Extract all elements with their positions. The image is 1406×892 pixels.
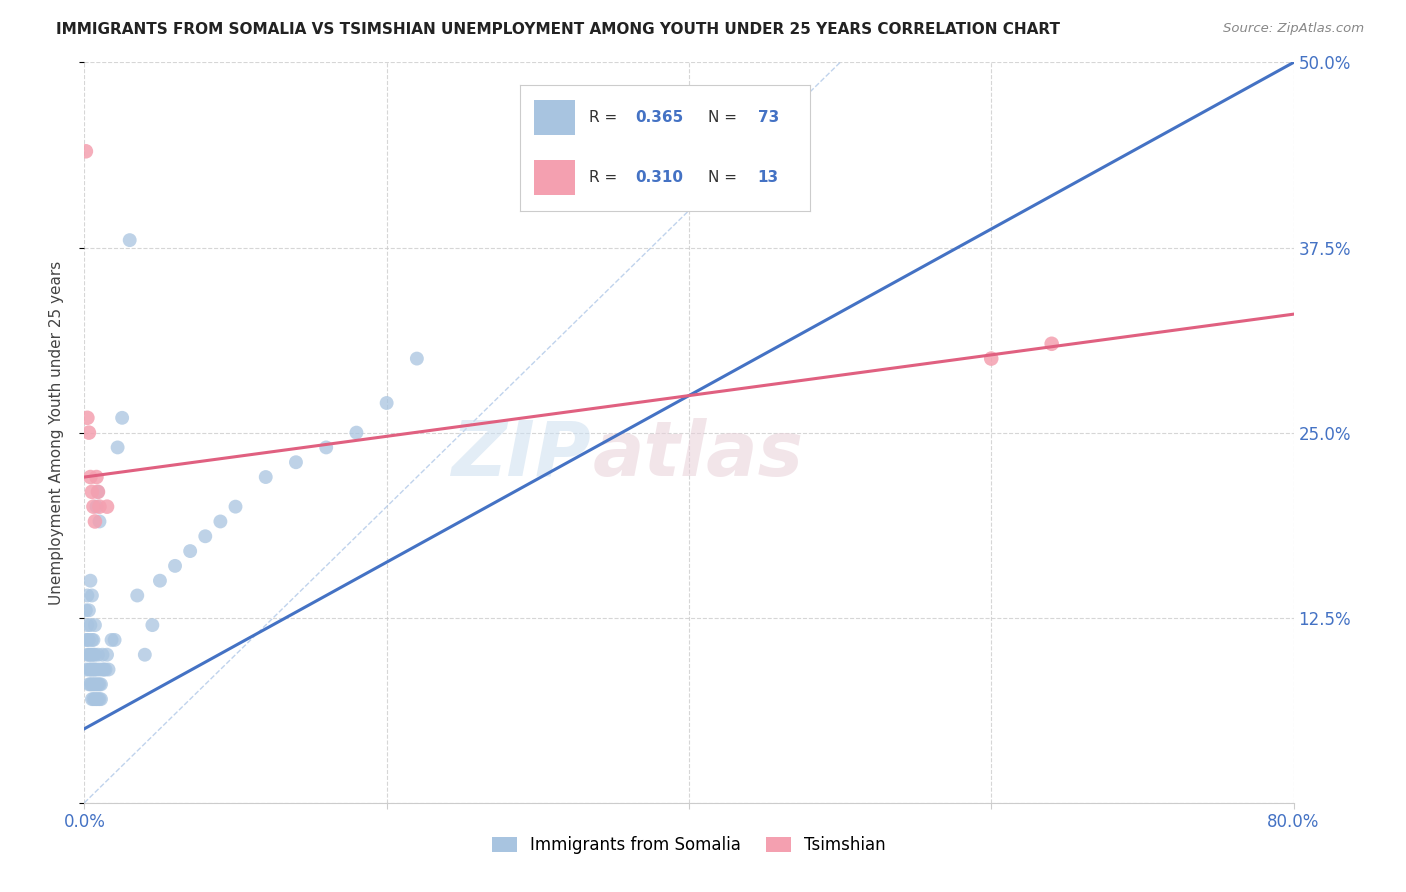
- Text: ZIP: ZIP: [453, 417, 592, 491]
- Text: Source: ZipAtlas.com: Source: ZipAtlas.com: [1223, 22, 1364, 36]
- Point: [96, 648, 118, 662]
- Point: [79, 677, 101, 691]
- Point: [80, 632, 103, 647]
- Point: [315, 441, 337, 455]
- Point: [82, 677, 104, 691]
- Point: [79, 574, 101, 588]
- Point: [86, 663, 108, 677]
- Point: [406, 351, 429, 366]
- Point: [89, 663, 111, 677]
- Point: [149, 574, 172, 588]
- Point: [104, 632, 127, 647]
- Text: atlas: atlas: [592, 417, 803, 491]
- Point: [90, 677, 112, 691]
- Point: [77, 663, 100, 677]
- Point: [194, 529, 217, 543]
- Point: [87, 677, 110, 691]
- Point: [76, 410, 98, 425]
- Point: [84, 663, 107, 677]
- Point: [75, 663, 97, 677]
- Point: [87, 648, 110, 662]
- Point: [285, 455, 308, 469]
- Point: [87, 692, 110, 706]
- Point: [75, 632, 97, 647]
- Point: [141, 618, 163, 632]
- Point: [346, 425, 368, 440]
- Point: [80, 484, 103, 499]
- Point: [84, 677, 107, 691]
- Point: [89, 500, 111, 514]
- Point: [86, 470, 108, 484]
- Point: [94, 663, 117, 677]
- Point: [209, 515, 232, 529]
- Point: [96, 500, 118, 514]
- Point: [111, 410, 134, 425]
- Point: [80, 677, 103, 691]
- Point: [375, 396, 398, 410]
- Point: [76, 632, 98, 647]
- Point: [91, 663, 114, 677]
- Point: [79, 648, 101, 662]
- Point: [89, 515, 111, 529]
- Point: [134, 648, 156, 662]
- Point: [1040, 336, 1063, 351]
- Point: [79, 618, 101, 632]
- Point: [77, 677, 100, 691]
- Point: [89, 692, 111, 706]
- Point: [980, 351, 1002, 366]
- Point: [80, 663, 103, 677]
- Point: [82, 632, 104, 647]
- Point: [225, 500, 247, 514]
- Point: [87, 484, 110, 499]
- Point: [77, 603, 100, 617]
- Point: [100, 632, 122, 647]
- Point: [86, 692, 108, 706]
- Point: [75, 145, 97, 159]
- Point: [84, 515, 107, 529]
- Point: [179, 544, 201, 558]
- Point: [89, 677, 111, 691]
- Point: [86, 500, 108, 514]
- Point: [79, 470, 101, 484]
- Point: [84, 692, 107, 706]
- Point: [97, 663, 120, 677]
- Point: [91, 648, 114, 662]
- Point: [90, 692, 112, 706]
- Point: [84, 618, 107, 632]
- Point: [82, 663, 104, 677]
- Point: [93, 663, 115, 677]
- Point: [80, 692, 103, 706]
- Text: IMMIGRANTS FROM SOMALIA VS TSIMSHIAN UNEMPLOYMENT AMONG YOUTH UNDER 25 YEARS COR: IMMIGRANTS FROM SOMALIA VS TSIMSHIAN UNE…: [56, 22, 1060, 37]
- Point: [77, 648, 100, 662]
- Point: [76, 648, 98, 662]
- Point: [80, 589, 103, 603]
- Point: [82, 692, 104, 706]
- Y-axis label: Unemployment Among Youth under 25 years: Unemployment Among Youth under 25 years: [49, 260, 63, 605]
- Point: [165, 558, 187, 573]
- Point: [127, 589, 149, 603]
- Point: [118, 233, 141, 247]
- Point: [79, 663, 101, 677]
- Point: [84, 648, 107, 662]
- Point: [82, 500, 104, 514]
- Point: [82, 648, 104, 662]
- Point: [76, 589, 98, 603]
- Point: [254, 470, 277, 484]
- Point: [76, 618, 98, 632]
- Point: [75, 603, 97, 617]
- Point: [86, 677, 108, 691]
- Point: [87, 484, 110, 499]
- Point: [77, 632, 100, 647]
- Point: [77, 425, 100, 440]
- Point: [80, 648, 103, 662]
- Legend: Immigrants from Somalia, Tsimshian: Immigrants from Somalia, Tsimshian: [485, 830, 893, 861]
- Point: [107, 441, 129, 455]
